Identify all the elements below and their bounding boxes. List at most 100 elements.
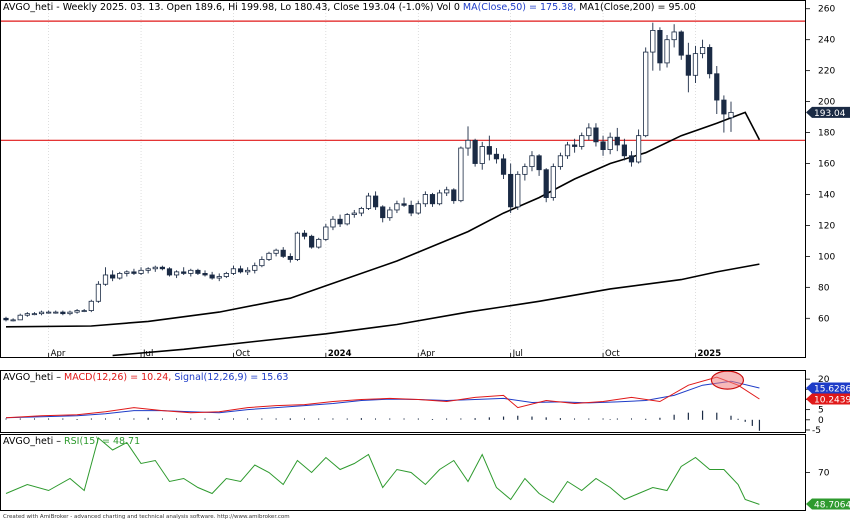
candle	[685, 42, 691, 93]
candle	[195, 268, 201, 275]
y-tick-label: 120	[818, 221, 835, 231]
macd-y-tick-label: -5	[812, 426, 821, 436]
candle	[628, 151, 635, 167]
price-candles	[3, 22, 734, 322]
candle	[429, 192, 436, 207]
candle-body	[95, 283, 102, 302]
candle	[614, 127, 620, 152]
macd-last-tag: 15.6286	[806, 382, 850, 395]
candle	[60, 310, 66, 316]
candle	[280, 247, 286, 258]
candle-body	[394, 203, 400, 211]
candle	[529, 151, 535, 172]
candle	[316, 237, 322, 249]
price-panel-frame	[0, 0, 806, 358]
candle-body	[159, 266, 165, 270]
rsi-y-tick-label: 70	[818, 469, 830, 479]
candle	[81, 309, 87, 313]
candle-body	[223, 273, 229, 277]
candle-body	[543, 169, 549, 198]
candle-body	[38, 311, 45, 315]
rsi-line	[5, 437, 760, 505]
candle	[152, 265, 158, 272]
candle	[145, 267, 151, 274]
candle-body	[166, 268, 173, 276]
candle	[579, 132, 585, 150]
candle	[3, 316, 9, 322]
x-tick-label: Jul	[142, 349, 153, 359]
candle	[337, 214, 343, 227]
candle-body	[110, 274, 116, 279]
candle-body	[373, 195, 379, 208]
candle-body	[529, 155, 535, 168]
candle	[607, 132, 613, 155]
candle-body	[209, 274, 215, 279]
candle-body	[131, 271, 137, 274]
candle-body	[3, 317, 9, 321]
candle	[479, 141, 485, 170]
rsi-last-tag-box	[806, 498, 850, 510]
candle	[408, 200, 414, 217]
candle-body	[493, 153, 500, 160]
macd-last-tag: 10.2439	[806, 393, 850, 405]
last-price-tag-label: 193.04	[814, 109, 846, 119]
signal-line	[5, 380, 760, 419]
candle-body	[678, 31, 684, 56]
macd-y-tick-label: 0	[818, 416, 824, 426]
macd-last-tag-label: 10.2439	[814, 395, 850, 405]
x-tick-label: Oct	[605, 349, 620, 359]
x-tick-label: Apr	[420, 349, 435, 359]
y-tick-label: 60	[818, 314, 830, 324]
candle	[252, 262, 258, 274]
candle	[472, 138, 478, 167]
candle	[728, 101, 734, 132]
candle-body	[635, 135, 642, 163]
candle-body	[500, 158, 507, 175]
candle	[294, 231, 301, 262]
candle	[650, 22, 656, 71]
candle	[95, 281, 102, 303]
price-y-axis-ticks: 60 80 100 120 140 160 180 200 220 240 260	[806, 5, 835, 324]
candle	[564, 141, 571, 159]
candle	[692, 45, 699, 84]
ma50-line	[5, 111, 761, 328]
candle-body	[202, 273, 208, 276]
candle	[643, 47, 649, 138]
candle-body	[557, 155, 564, 168]
candle	[358, 206, 364, 217]
candle	[365, 192, 372, 210]
candle-body	[252, 265, 258, 271]
macd-line	[5, 376, 760, 419]
candle-body	[465, 139, 471, 149]
candle-body	[351, 212, 357, 215]
candle-body	[685, 54, 691, 76]
candle-body	[387, 209, 393, 219]
candle	[493, 148, 500, 164]
macd-last-tag-box	[806, 393, 850, 405]
candle	[387, 206, 393, 221]
candle-body	[88, 300, 94, 311]
candle	[124, 270, 130, 277]
candle	[237, 265, 244, 274]
candle	[678, 30, 684, 60]
candle	[24, 312, 30, 317]
candle-body	[124, 271, 130, 274]
candle	[635, 129, 642, 164]
candle-body	[245, 269, 251, 273]
macd-histogram	[5, 410, 761, 431]
rsi-y-axis-ticks: 70	[806, 469, 830, 479]
y-tick-label: 200	[818, 98, 835, 108]
rsi-title: AVGO_heti – RSI(15) = 48.71	[3, 436, 140, 447]
candle-body	[692, 53, 699, 76]
candle-body	[429, 194, 436, 205]
candle	[436, 189, 443, 206]
candle	[707, 44, 713, 79]
candle-body	[259, 259, 265, 267]
candle	[572, 138, 578, 153]
candle	[593, 123, 599, 147]
candle-body	[479, 146, 485, 164]
candle-body	[621, 144, 627, 157]
candle-body	[287, 255, 293, 260]
